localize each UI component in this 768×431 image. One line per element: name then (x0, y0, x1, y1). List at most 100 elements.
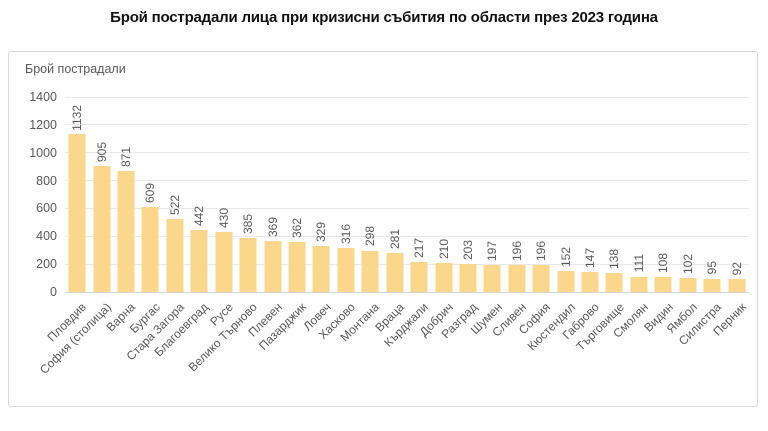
bar (532, 264, 550, 292)
bar (312, 246, 330, 292)
bar-value-label: 369 (265, 216, 280, 237)
bar (679, 277, 697, 292)
bar (459, 263, 477, 292)
bar (630, 276, 648, 292)
bar-value-label: 210 (436, 238, 451, 259)
bar-value-label: 905 (94, 141, 109, 162)
bar-slot: 905 (89, 97, 113, 292)
y-tick-label: 0 (50, 285, 57, 299)
bar-slot: 522 (163, 97, 187, 292)
bar (703, 278, 721, 292)
gridline (65, 207, 749, 209)
bar-slot: 111 (627, 97, 651, 292)
bar-slot: 281 (382, 97, 406, 292)
bar-value-label: 147 (583, 247, 598, 268)
x-axis-line (65, 291, 749, 293)
bar (605, 272, 623, 292)
y-tick-label: 600 (36, 201, 57, 216)
bar-slot: 329 (309, 97, 333, 292)
bar-slot: 152 (553, 97, 577, 292)
chart-title: Брой пострадали лица при кризисни събити… (110, 9, 658, 26)
bar-slot: 442 (187, 97, 211, 292)
bar-value-label: 102 (680, 253, 695, 274)
bar-slot: 430 (212, 97, 236, 292)
bar (654, 276, 672, 292)
bar-slot: 197 (480, 97, 504, 292)
bar (361, 250, 379, 292)
bar-slot: 102 (676, 97, 700, 292)
bar-value-label: 196 (509, 240, 524, 261)
bar-slot: 385 (236, 97, 260, 292)
bar-value-label: 329 (314, 222, 329, 243)
bar (117, 170, 135, 292)
bar-value-label: 152 (558, 246, 573, 267)
gridline (65, 235, 749, 237)
bar-slot: 95 (700, 97, 724, 292)
plot-area: 1132 905 871 609 522 442 430 385 369 362 329 316 298… (65, 96, 749, 293)
bar-value-label: 362 (290, 217, 304, 238)
gridline (65, 96, 749, 98)
bar (190, 230, 208, 292)
bar (483, 264, 501, 292)
bar-value-label: 442 (192, 206, 207, 227)
bar-value-label: 95 (705, 261, 720, 275)
gridline (65, 263, 749, 265)
bar-value-label: 92 (729, 261, 744, 276)
bar (288, 241, 306, 292)
bar-value-label: 203 (460, 239, 475, 260)
bar-value-label: 385 (241, 214, 256, 235)
bar-value-label: 609 (143, 183, 158, 204)
bar (337, 248, 355, 292)
bar-value-label: 1132 (70, 104, 85, 131)
bar-slot: 92 (724, 97, 748, 292)
bar-slot: 217 (407, 97, 431, 292)
bar-slot: 609 (138, 97, 162, 292)
bar-slot: 316 (334, 97, 358, 292)
gridline (65, 124, 749, 126)
bar-slot: 108 (651, 97, 675, 292)
bar (215, 232, 233, 292)
bar (68, 134, 86, 292)
y-tick-label: 800 (36, 173, 57, 188)
bar-slot: 147 (578, 97, 602, 292)
bar-slot: 203 (456, 97, 480, 292)
y-axis-title: Брой пострадали (25, 62, 126, 76)
bar-value-label: 430 (216, 208, 231, 229)
bars-group: 1132 905 871 609 522 442 430 385 369 362 329 316 298… (65, 97, 749, 292)
bar-value-label: 196 (534, 240, 549, 261)
bar (435, 262, 453, 292)
chart-card: Брой пострадали 1132 905 871 609 522 442 430 38… (8, 51, 758, 407)
y-tick-label: 1400 (29, 90, 57, 104)
y-tick-label: 1200 (29, 117, 57, 132)
bar (93, 165, 111, 292)
bar (386, 252, 404, 292)
bar (264, 240, 282, 292)
bar-value-label: 108 (656, 252, 671, 273)
bar-value-label: 316 (338, 223, 353, 244)
bar-slot: 1132 (65, 97, 89, 292)
y-tick-label: 1000 (29, 145, 57, 160)
bar (166, 219, 184, 292)
bar-slot: 369 (260, 97, 284, 292)
bar-slot: 871 (114, 97, 138, 292)
bar (557, 270, 575, 292)
bar-value-label: 298 (363, 226, 378, 247)
y-tick-label: 400 (36, 229, 57, 244)
bar-value-label: 111 (631, 254, 646, 273)
y-tick-label: 200 (36, 257, 57, 272)
gridline (65, 152, 749, 154)
bar-value-label: 522 (167, 195, 182, 216)
bar (141, 207, 159, 292)
bar (508, 264, 526, 292)
bar-slot: 210 (431, 97, 455, 292)
bar (728, 279, 746, 292)
bar-slot: 298 (358, 97, 382, 292)
bar-value-label: 197 (485, 240, 500, 261)
bar-slot: 138 (602, 97, 626, 292)
bar-value-label: 871 (119, 146, 134, 167)
bar-slot: 196 (529, 97, 553, 292)
gridline (65, 180, 749, 182)
bar-value-label: 217 (412, 237, 427, 258)
bar (410, 261, 428, 292)
bar-value-label: 281 (387, 228, 402, 249)
